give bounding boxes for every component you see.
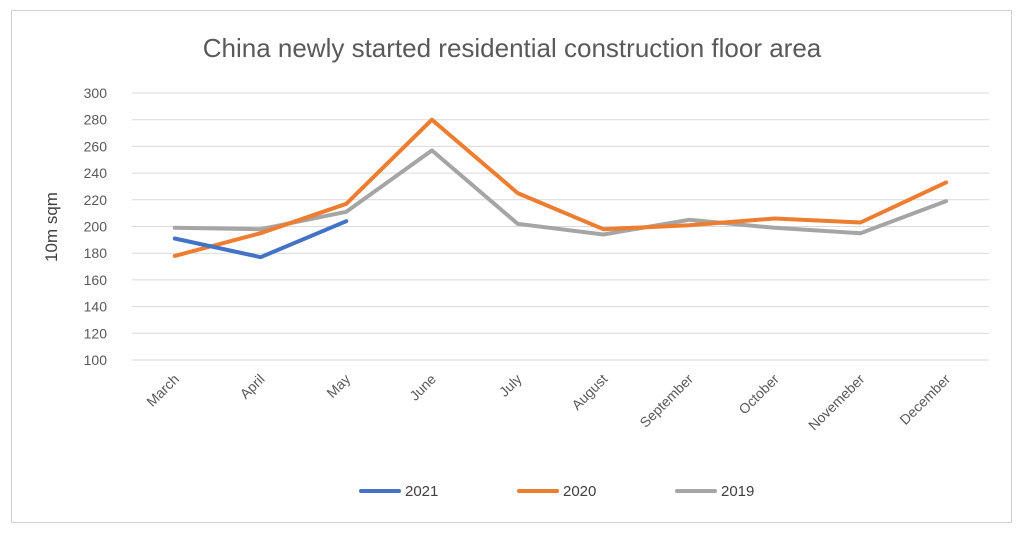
y-tick-label: 200: [84, 219, 108, 235]
y-tick-label: 240: [84, 165, 108, 181]
y-axis-ticks: 100 120 140 160 180 200 220 240 260 280 300: [84, 85, 108, 368]
x-tick-label: June: [406, 371, 439, 404]
x-axis-ticks: March April May June July August September Octo…: [143, 371, 953, 434]
y-tick-label: 140: [84, 299, 108, 315]
y-tick-label: 280: [84, 112, 108, 128]
legend: 2021 2020 2019: [359, 483, 754, 500]
y-tick-label: 160: [84, 272, 108, 288]
legend-label-2019: 2019: [721, 483, 754, 500]
x-tick-label: July: [496, 371, 525, 400]
gridlines: [132, 92, 989, 361]
y-tick-label: 300: [84, 85, 108, 101]
x-tick-label: October: [735, 371, 782, 418]
y-axis-title: 10m sqm: [42, 192, 61, 262]
x-tick-label: September: [636, 371, 696, 431]
series-lines: [172, 117, 949, 260]
series-line-2021: [172, 219, 349, 260]
y-tick-label: 220: [84, 192, 108, 208]
x-tick-label: March: [143, 371, 182, 410]
x-tick-label: August: [568, 371, 610, 413]
series-line-2020: [172, 117, 949, 258]
x-tick-label: April: [237, 371, 268, 402]
chart-title: China newly started residential construc…: [203, 33, 822, 63]
legend-label-2021: 2021: [405, 483, 438, 500]
y-tick-label: 100: [84, 352, 108, 368]
x-tick-label: May: [323, 371, 353, 401]
y-tick-label: 120: [84, 325, 108, 341]
y-tick-label: 180: [84, 245, 108, 261]
chart-frame: [11, 10, 1012, 523]
x-tick-label: December: [896, 371, 953, 428]
y-tick-label: 260: [84, 138, 108, 154]
x-tick-label: Novemeber: [805, 371, 868, 434]
legend-label-2020: 2020: [563, 483, 596, 500]
